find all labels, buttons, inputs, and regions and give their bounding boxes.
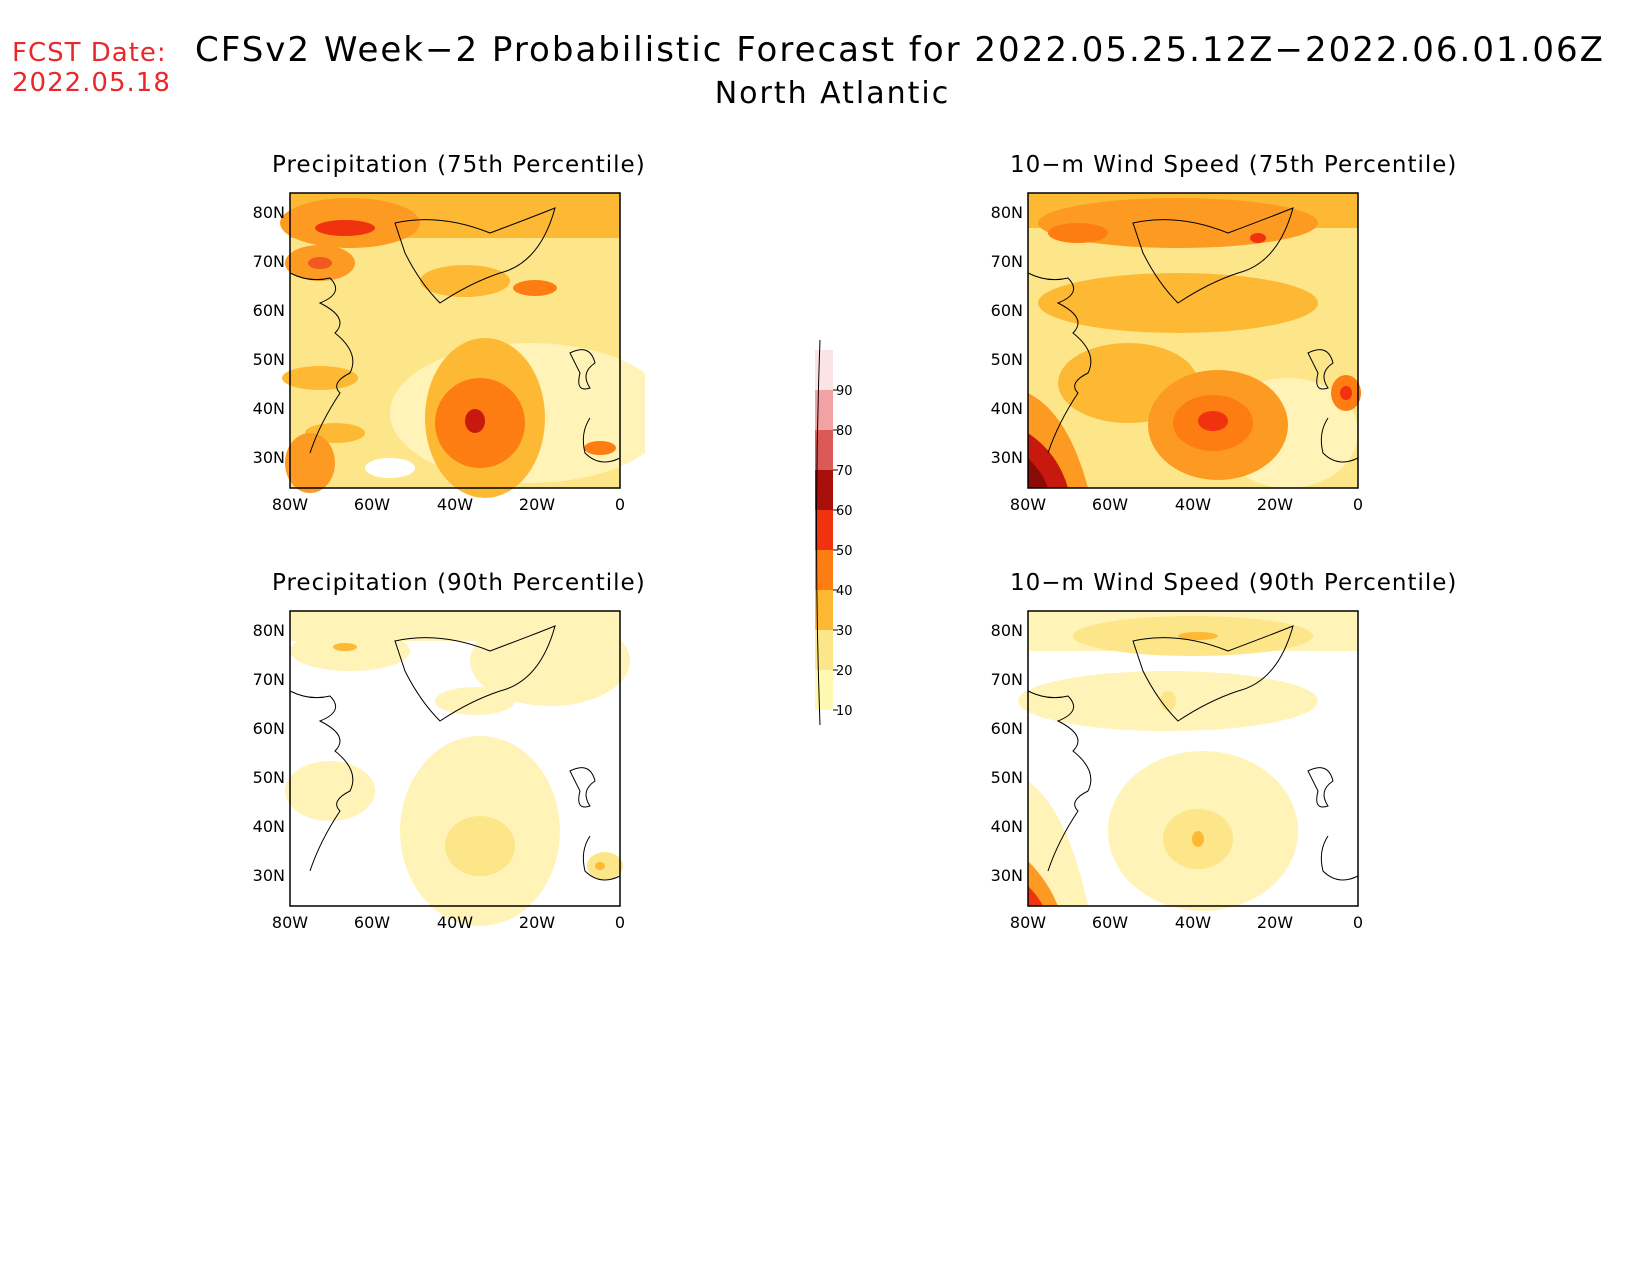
- svg-text:60W: 60W: [354, 495, 390, 514]
- fcst-date-heading: FCST Date:: [12, 38, 167, 68]
- map-wind-90: 80N 70N 60N 50N 40N 30N 80W 60W 40W 20W …: [991, 610, 1363, 932]
- svg-text:40N: 40N: [253, 399, 285, 418]
- svg-text:60N: 60N: [253, 301, 285, 320]
- svg-text:40N: 40N: [253, 817, 285, 836]
- map-wind-75: 80N 70N 60N 50N 40N 30N 80W 60W 40W 20W …: [991, 192, 1363, 514]
- lat-axis: 80N 70N 60N 50N 40N 30N: [991, 621, 1023, 885]
- svg-text:40W: 40W: [1175, 495, 1211, 514]
- colorbar-label: 30: [836, 624, 853, 639]
- lat-axis: 80N 70N 60N 50N 40N 30N: [991, 203, 1023, 467]
- svg-text:20W: 20W: [519, 913, 555, 932]
- svg-text:50N: 50N: [991, 350, 1023, 369]
- colorbar-swatches: [815, 339, 838, 726]
- forecast-date-label: FCST Date: 2022.05.18: [12, 38, 171, 98]
- panel-title-precip-90: Precipitation (90th Percentile): [272, 570, 646, 596]
- svg-text:0: 0: [615, 913, 625, 932]
- svg-text:80N: 80N: [991, 203, 1023, 222]
- lat-axis: 80N 70N 60N 50N 40N 30N: [253, 203, 285, 467]
- svg-text:40N: 40N: [991, 817, 1023, 836]
- panel-title-wind-75: 10−m Wind Speed (75th Percentile): [1010, 152, 1458, 178]
- svg-text:40W: 40W: [437, 913, 473, 932]
- colorbar-swatch: [815, 670, 833, 710]
- map-precip-75: 80N 70N 60N 50N 40N 30N 80W 60W 40W 20W …: [253, 192, 645, 514]
- svg-text:80N: 80N: [253, 203, 285, 222]
- colorbar-label: 60: [836, 504, 853, 519]
- svg-text:50N: 50N: [253, 350, 285, 369]
- svg-text:0: 0: [1353, 913, 1363, 932]
- colorbar-label: 10: [836, 704, 853, 719]
- colorbar-swatch: [815, 350, 833, 390]
- svg-text:30N: 30N: [253, 866, 285, 885]
- svg-text:60W: 60W: [1092, 495, 1128, 514]
- colorbar-labels: 10 20 30 40 50 60 70 80 90: [836, 384, 853, 719]
- svg-text:0: 0: [1353, 495, 1363, 514]
- panel-title-wind-90: 10−m Wind Speed (90th Percentile): [1010, 570, 1458, 596]
- svg-text:0: 0: [615, 495, 625, 514]
- svg-text:60N: 60N: [991, 719, 1023, 738]
- svg-text:60N: 60N: [253, 719, 285, 738]
- panel-title-precip-75: Precipitation (75th Percentile): [272, 152, 646, 178]
- svg-text:80W: 80W: [272, 495, 308, 514]
- colorbar-swatch: [815, 550, 833, 590]
- svg-text:30N: 30N: [991, 866, 1023, 885]
- svg-text:60N: 60N: [991, 301, 1023, 320]
- svg-text:80N: 80N: [991, 621, 1023, 640]
- svg-text:20W: 20W: [1257, 913, 1293, 932]
- svg-text:60W: 60W: [354, 913, 390, 932]
- map-precip-90: 80N 70N 60N 50N 40N 30N 80W 60W 40W 20W …: [253, 610, 630, 932]
- colorbar-swatch: [815, 430, 833, 470]
- region-subtitle: North Atlantic: [714, 76, 951, 111]
- colorbar-swatch: [815, 630, 833, 670]
- svg-text:40N: 40N: [991, 399, 1023, 418]
- svg-text:80N: 80N: [253, 621, 285, 640]
- colorbar-label: 70: [836, 464, 853, 479]
- lon-axis: 80W 60W 40W 20W 0: [1010, 913, 1363, 932]
- colorbar-label: 20: [836, 664, 853, 679]
- svg-text:80W: 80W: [1010, 913, 1046, 932]
- colorbar-label: 80: [836, 424, 853, 439]
- svg-text:80W: 80W: [272, 913, 308, 932]
- colorbar-edge: [816, 339, 821, 726]
- svg-text:20W: 20W: [519, 495, 555, 514]
- page-title: CFSv2 Week−2 Probabilistic Forecast for …: [195, 30, 1605, 70]
- lat-axis: 80N 70N 60N 50N 40N 30N: [253, 621, 285, 885]
- svg-text:20W: 20W: [1257, 495, 1293, 514]
- svg-text:30N: 30N: [991, 448, 1023, 467]
- colorbar-label: 90: [836, 384, 853, 399]
- colorbar-swatch: [815, 510, 833, 550]
- svg-text:40W: 40W: [437, 495, 473, 514]
- lon-axis: 80W 60W 40W 20W 0: [1010, 495, 1363, 514]
- colorbar-label: 40: [836, 584, 853, 599]
- svg-text:70N: 70N: [253, 252, 285, 271]
- svg-text:50N: 50N: [253, 768, 285, 787]
- svg-text:70N: 70N: [991, 670, 1023, 689]
- svg-text:30N: 30N: [253, 448, 285, 467]
- lon-axis: 80W 60W 40W 20W 0: [272, 495, 625, 514]
- svg-text:60W: 60W: [1092, 913, 1128, 932]
- svg-text:70N: 70N: [253, 670, 285, 689]
- lon-axis: 80W 60W 40W 20W 0: [272, 913, 625, 932]
- colorbar-swatch: [815, 390, 833, 430]
- colorbar-label: 50: [836, 544, 853, 559]
- svg-text:80W: 80W: [1010, 495, 1046, 514]
- colorbar-swatch: [815, 470, 833, 510]
- svg-text:40W: 40W: [1175, 913, 1211, 932]
- svg-text:50N: 50N: [991, 768, 1023, 787]
- svg-text:70N: 70N: [991, 252, 1023, 271]
- fcst-date-value: 2022.05.18: [12, 68, 171, 98]
- colorbar-swatch: [815, 590, 833, 630]
- colorbar: 10 20 30 40 50 60 70 80 90: [815, 339, 853, 726]
